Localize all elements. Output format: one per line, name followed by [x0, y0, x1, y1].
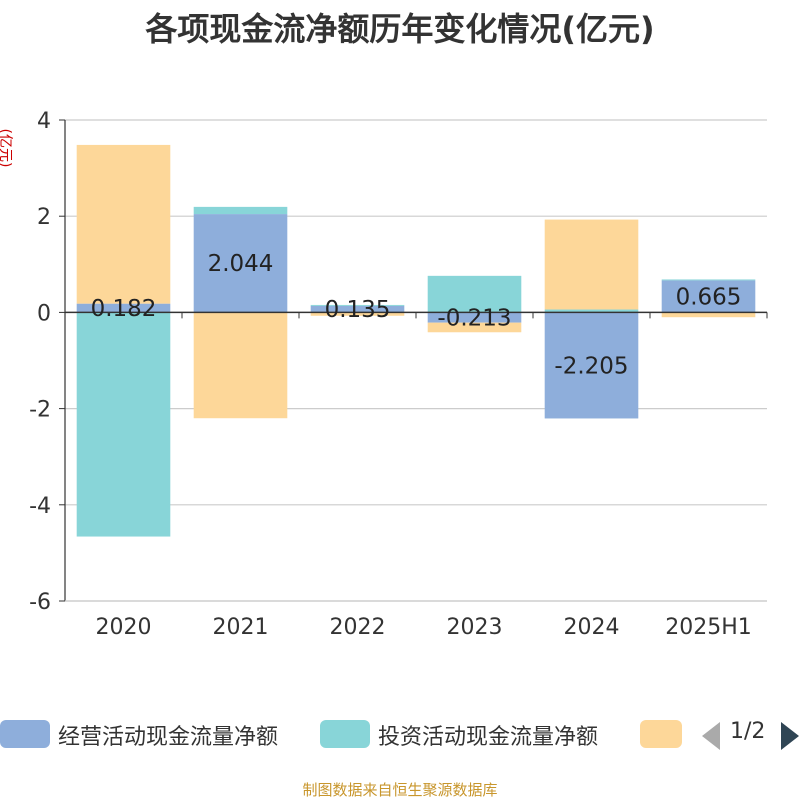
legend-label-investing: 投资活动现金流量净额	[378, 725, 599, 750]
x-tick-label: 2020	[96, 615, 152, 640]
y-tick-label: 0	[37, 301, 51, 326]
bar-1-2024	[544, 312, 639, 419]
legend: 经营活动现金流量净额 投资活动现金流量净额	[0, 716, 800, 752]
axes: 4 2 0 -2 -4 -6 2020 2021 2022 2023 2024 2025H1	[29, 109, 768, 640]
source-note: 制图数据来自恒生聚源数据库	[302, 781, 498, 799]
x-tick-label: 2022	[330, 615, 386, 640]
x-tick-label: 2024	[564, 615, 620, 640]
bar-2-2020	[76, 312, 171, 537]
bar-3-2020	[76, 144, 171, 304]
cashflow-bar-chart: 4 2 0 -2 -4 -6 2020 2021 2022 2023 2024 2025H1 0.18…	[29, 109, 768, 640]
chart-title: 各项现金流净额历年变化情况(亿元)	[145, 10, 655, 48]
bar-1-2021	[193, 214, 288, 313]
bar-series	[76, 144, 756, 537]
x-tick-label: 2025H1	[665, 615, 752, 640]
bar-1-2022	[310, 305, 405, 313]
bar-1-2020	[76, 303, 171, 313]
x-tick-label: 2021	[213, 615, 269, 640]
legend-page-indicator: 1/2	[730, 719, 766, 744]
data-label: 2.044	[208, 251, 274, 277]
bar-2-2024	[544, 309, 639, 313]
bar-2-2021	[193, 206, 288, 215]
data-label: 0.182	[91, 296, 157, 322]
legend-label-operating: 经营活动现金流量净额	[58, 725, 279, 750]
x-tick-label: 2023	[447, 615, 503, 640]
bar-1-2023	[427, 312, 522, 323]
data-label: 0.665	[676, 284, 742, 310]
bar-3-2021	[193, 312, 288, 419]
data-labels: 0.182 2.044 0.135 -0.213 -2.205 0.665	[91, 251, 742, 379]
bar-2-2023	[427, 275, 522, 313]
legend-next-page-icon[interactable]	[781, 722, 799, 750]
bar-1-2025H1	[661, 280, 756, 313]
data-label: 0.135	[325, 297, 391, 323]
bar-3-2025H1	[661, 312, 756, 318]
legend-swatch-operating	[0, 720, 50, 748]
y-tick-label: 4	[37, 109, 51, 134]
legend-prev-page-icon[interactable]	[702, 722, 720, 750]
data-label: -2.205	[554, 353, 628, 379]
legend-swatch-investing	[320, 720, 370, 748]
bar-3-2024	[544, 219, 639, 310]
bar-2-2025H1	[661, 279, 756, 281]
y-tick-label: -6	[29, 590, 51, 615]
y-tick-label: -2	[29, 398, 51, 423]
y-tick-label: -4	[29, 494, 51, 519]
legend-swatch-financing	[640, 720, 682, 748]
bar-3-2022	[310, 312, 405, 316]
y-tick-label: 2	[37, 205, 51, 230]
data-label: -0.213	[437, 306, 511, 332]
grid-lines	[65, 119, 767, 602]
bar-3-2023	[427, 322, 522, 333]
bar-2-2022	[310, 304, 405, 306]
